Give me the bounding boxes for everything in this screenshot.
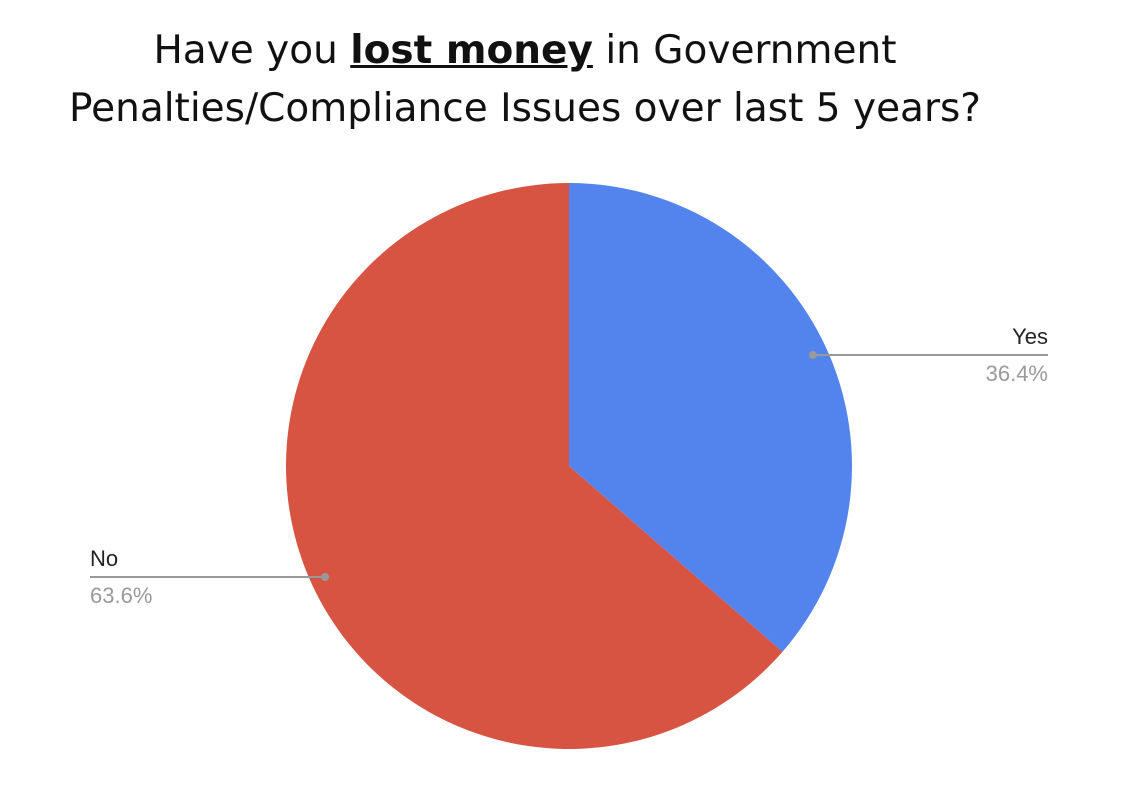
title-text: in Government: [605, 28, 897, 73]
pie-slice: [569, 183, 852, 652]
chart-title: Have you lost money in Government Penalt…: [0, 22, 1050, 138]
title-text: Have you: [153, 28, 338, 73]
title-text: Penalties/Compliance Issues over last 5 …: [68, 86, 982, 131]
pie-slice: [285, 183, 783, 750]
slice-label: No: [90, 546, 118, 571]
slice-value-label: 63.6%: [90, 583, 152, 608]
slice-label: Yes: [1012, 324, 1048, 349]
leader-dot: [321, 573, 330, 582]
slice-value-label: 36.4%: [986, 361, 1048, 386]
title-emphasis: lost money: [350, 28, 593, 73]
leader-dot: [808, 350, 817, 359]
